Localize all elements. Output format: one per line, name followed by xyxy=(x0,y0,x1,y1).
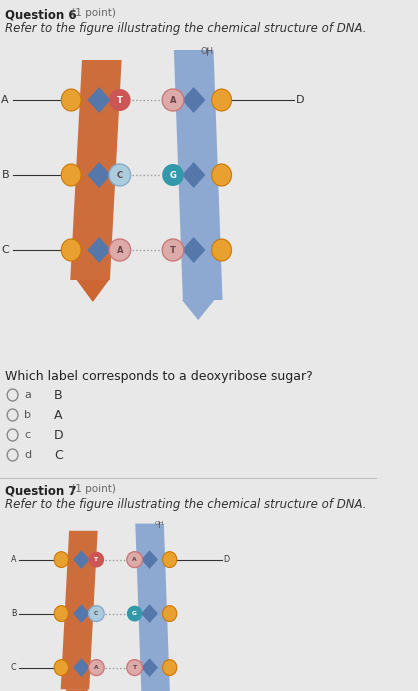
Polygon shape xyxy=(182,162,205,188)
Text: Question 6: Question 6 xyxy=(5,8,76,21)
Circle shape xyxy=(163,660,177,676)
Text: A: A xyxy=(170,95,176,104)
Circle shape xyxy=(54,606,69,621)
Polygon shape xyxy=(182,87,205,113)
Polygon shape xyxy=(87,87,111,113)
Text: A: A xyxy=(133,557,137,562)
Circle shape xyxy=(212,239,232,261)
Text: OH: OH xyxy=(201,47,214,56)
Text: C: C xyxy=(1,245,9,255)
Polygon shape xyxy=(73,550,90,569)
Text: D: D xyxy=(296,95,304,105)
Circle shape xyxy=(163,551,177,567)
Text: c: c xyxy=(24,430,31,440)
Text: B: B xyxy=(1,170,9,180)
Ellipse shape xyxy=(127,551,143,567)
Polygon shape xyxy=(87,237,111,263)
Text: B: B xyxy=(54,388,63,401)
Polygon shape xyxy=(87,162,111,188)
Ellipse shape xyxy=(162,89,184,111)
Ellipse shape xyxy=(89,551,104,567)
Circle shape xyxy=(54,660,69,676)
Ellipse shape xyxy=(127,606,143,621)
Ellipse shape xyxy=(109,164,131,186)
Text: T: T xyxy=(133,665,137,670)
Text: D: D xyxy=(54,428,64,442)
Polygon shape xyxy=(174,50,222,300)
Text: T: T xyxy=(170,245,176,254)
Circle shape xyxy=(61,89,81,111)
Text: OH: OH xyxy=(155,522,164,527)
Polygon shape xyxy=(135,524,170,691)
Text: D: D xyxy=(223,555,229,564)
Text: C: C xyxy=(11,663,17,672)
Circle shape xyxy=(212,89,232,111)
Ellipse shape xyxy=(89,660,104,676)
Circle shape xyxy=(61,164,81,186)
FancyArrow shape xyxy=(65,689,89,691)
Text: A: A xyxy=(117,245,123,254)
Text: Refer to the figure illustrating the chemical structure of DNA.: Refer to the figure illustrating the che… xyxy=(5,498,366,511)
Text: C: C xyxy=(117,171,123,180)
FancyArrow shape xyxy=(76,280,109,302)
Text: C: C xyxy=(54,448,63,462)
Circle shape xyxy=(163,606,177,621)
Text: (1 point): (1 point) xyxy=(68,8,115,18)
Text: d: d xyxy=(24,450,31,460)
Text: G: G xyxy=(132,611,137,616)
FancyArrow shape xyxy=(182,300,214,320)
Polygon shape xyxy=(141,550,158,569)
Text: T: T xyxy=(117,95,123,104)
Polygon shape xyxy=(70,60,122,280)
Polygon shape xyxy=(141,659,158,677)
Text: A: A xyxy=(94,665,99,670)
Text: (1 point): (1 point) xyxy=(68,484,115,494)
Text: A: A xyxy=(54,408,63,422)
Text: C: C xyxy=(94,611,99,616)
Polygon shape xyxy=(73,659,90,677)
Text: A: A xyxy=(1,95,9,105)
Circle shape xyxy=(54,551,69,567)
Text: T: T xyxy=(94,557,98,562)
Ellipse shape xyxy=(109,89,131,111)
Polygon shape xyxy=(141,604,158,623)
Text: Refer to the figure illustrating the chemical structure of DNA.: Refer to the figure illustrating the che… xyxy=(5,22,366,35)
Ellipse shape xyxy=(109,239,131,261)
Text: a: a xyxy=(24,390,31,400)
Text: b: b xyxy=(24,410,31,420)
Ellipse shape xyxy=(89,606,104,621)
Ellipse shape xyxy=(162,164,184,186)
Circle shape xyxy=(212,164,232,186)
Text: Question 7: Question 7 xyxy=(5,484,76,497)
Text: B: B xyxy=(11,609,17,618)
Polygon shape xyxy=(73,604,90,623)
Text: G: G xyxy=(170,171,176,180)
Text: Which label corresponds to a deoxyribose sugar?: Which label corresponds to a deoxyribose… xyxy=(5,370,312,383)
Polygon shape xyxy=(61,531,98,689)
Text: A: A xyxy=(11,555,17,564)
Ellipse shape xyxy=(162,239,184,261)
Ellipse shape xyxy=(127,660,143,676)
Circle shape xyxy=(61,239,81,261)
Polygon shape xyxy=(182,237,205,263)
